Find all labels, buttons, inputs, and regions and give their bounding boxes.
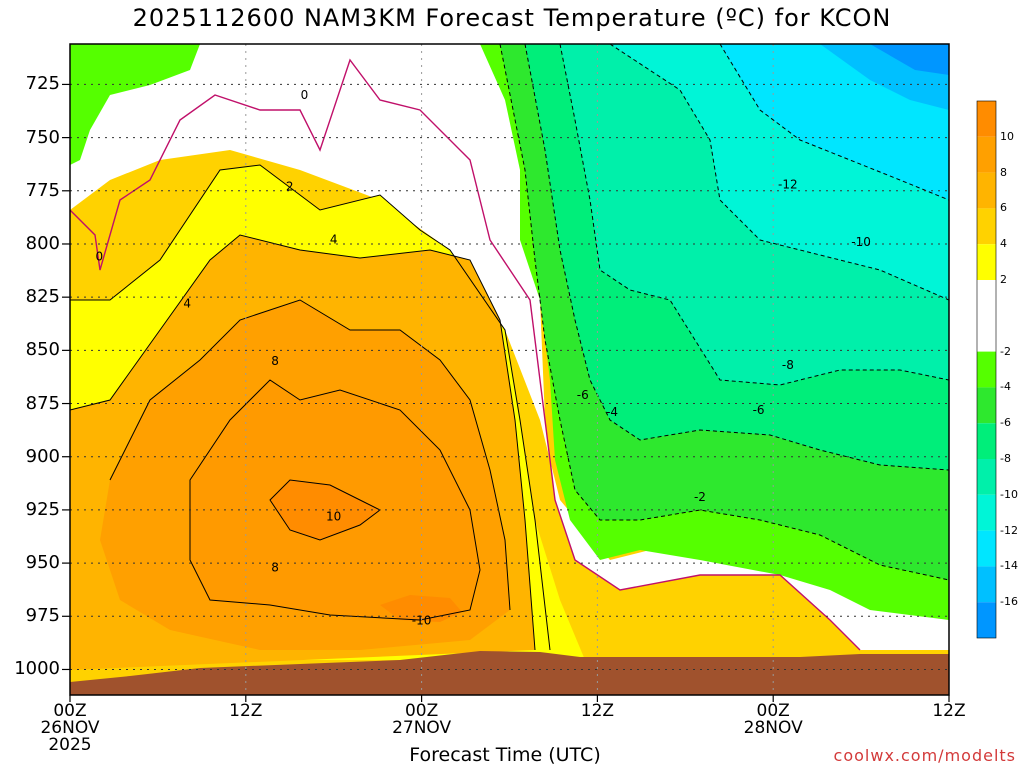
y-tick-label: 900 xyxy=(25,445,60,467)
colorbar xyxy=(976,100,997,639)
contour-label: 10 xyxy=(326,509,341,523)
colorbar-swatch xyxy=(977,172,996,209)
colorbar-swatch xyxy=(977,602,996,638)
contour-2c xyxy=(70,164,551,651)
colorbar-swatch xyxy=(977,351,996,388)
contour-zero-line xyxy=(70,58,861,651)
x-tick-line: 12Z xyxy=(229,701,263,721)
contour-label: -6 xyxy=(753,403,765,417)
y-tick-label: 800 xyxy=(25,232,60,254)
contour-labels: 0 0 2 4 4 8 10 8 -10 -6 -4 -2 -12 -10 -8 -6 xyxy=(95,88,871,628)
contour-10c xyxy=(269,479,381,541)
colorbar-label: -8 xyxy=(1000,452,1011,465)
temp-region-minus16-minus18 xyxy=(870,44,949,75)
y-tick-label: 875 xyxy=(25,392,60,414)
contour-label: -4 xyxy=(606,405,618,419)
y-tick-label: 975 xyxy=(25,605,60,627)
x-tick-label: 12Z xyxy=(557,703,637,720)
colorbar-swatch xyxy=(977,208,996,245)
contour-label: -6 xyxy=(577,388,589,402)
contour-minus6c xyxy=(524,44,949,471)
contour-label: 4 xyxy=(183,297,191,311)
contour-label: -10 xyxy=(851,235,871,249)
colorbar-swatch xyxy=(977,459,996,495)
temp-region-topleft-cold xyxy=(70,44,200,165)
contour-label: -10 xyxy=(412,614,432,628)
plot-frame xyxy=(69,43,950,696)
y-tick-label: 925 xyxy=(25,498,60,520)
colorbar-label: -16 xyxy=(1000,595,1018,609)
x-tick-line: 00Z xyxy=(53,701,87,721)
chart-title: 2025112600 NAM3KM Forecast Temperature (… xyxy=(132,4,892,32)
x-tick-line: 28NOV xyxy=(743,718,803,738)
colorbar-label: 4 xyxy=(1000,237,1007,251)
x-tick-line: 27NOV xyxy=(392,718,452,738)
x-axis-label: Forecast Time (UTC) xyxy=(409,744,601,766)
contour-label: -12 xyxy=(778,177,798,191)
colorbar-label: 8 xyxy=(1000,165,1007,179)
contour-minus12c xyxy=(719,44,949,201)
x-tick-line: 26NOV xyxy=(40,718,100,738)
x-tick-line: 2025 xyxy=(48,735,92,755)
contour-minus4c xyxy=(499,44,949,581)
contour-label: 8 xyxy=(271,354,279,368)
colorbar-label: 10 xyxy=(1000,129,1014,143)
temp-region-10-12 xyxy=(270,480,380,540)
contour-8c xyxy=(189,379,481,621)
colorbar-label: -12 xyxy=(1000,523,1018,537)
contour-label: -2 xyxy=(694,490,706,504)
x-tick-label: 00Z 27NOV xyxy=(382,703,462,737)
colorbar-swatch xyxy=(977,494,996,531)
y-tick-label: 850 xyxy=(25,339,60,361)
y-tick-label: 825 xyxy=(25,286,60,308)
contour-label: -8 xyxy=(782,358,794,372)
colorbar-swatch xyxy=(977,280,996,352)
colorbar-label: -6 xyxy=(1000,416,1011,430)
x-tick-line: 12Z xyxy=(932,701,966,721)
colorbar-swatch xyxy=(977,136,996,173)
colorbar-swatch xyxy=(977,423,996,459)
colorbar-label: -14 xyxy=(1000,559,1018,573)
x-tick-label: 00Z 28NOV xyxy=(733,703,813,737)
y-tick-label: 750 xyxy=(25,126,60,148)
colorbar-swatch xyxy=(977,387,996,424)
colorbar-frame xyxy=(976,100,997,639)
colorbar-swatch xyxy=(977,530,996,567)
colorbar-label: -4 xyxy=(1000,380,1011,394)
terrain-ground xyxy=(70,651,949,695)
y-tick-label: 950 xyxy=(25,552,60,574)
y-tick-label: 1000 xyxy=(14,658,60,680)
colorbar-swatch xyxy=(977,101,996,137)
colorbar-label: -2 xyxy=(1000,344,1011,358)
x-tick-line: 00Z xyxy=(404,701,439,721)
x-tick-line: 12Z xyxy=(580,701,615,721)
contour-label: 2 xyxy=(286,180,294,194)
credit-text: coolwx.com/modelts xyxy=(833,746,1016,765)
contour-4c xyxy=(70,234,536,651)
colorbar-swatch xyxy=(977,244,996,280)
x-tick-label: 00Z 26NOV 2025 xyxy=(30,703,110,754)
y-tick-label: 725 xyxy=(25,73,60,95)
tick-marks xyxy=(62,83,950,702)
colorbar-label: 6 xyxy=(1000,201,1007,215)
contour-minus10c xyxy=(609,44,949,301)
y-tick-label: 775 xyxy=(25,179,60,201)
contour-label: 8 xyxy=(271,560,279,574)
colorbar-label: 2 xyxy=(1000,273,1007,286)
x-tick-label: 12Z xyxy=(206,703,286,720)
contour-label: 4 xyxy=(330,233,338,247)
x-tick-line: 00Z xyxy=(756,701,790,721)
contour-label: 0 xyxy=(95,250,103,264)
contour-label: 0 xyxy=(301,88,309,102)
colorbar-label: -10 xyxy=(1000,487,1018,501)
colorbar-swatch xyxy=(977,566,996,603)
contour-6c xyxy=(109,299,511,611)
x-tick-label: 12Z xyxy=(909,703,989,720)
